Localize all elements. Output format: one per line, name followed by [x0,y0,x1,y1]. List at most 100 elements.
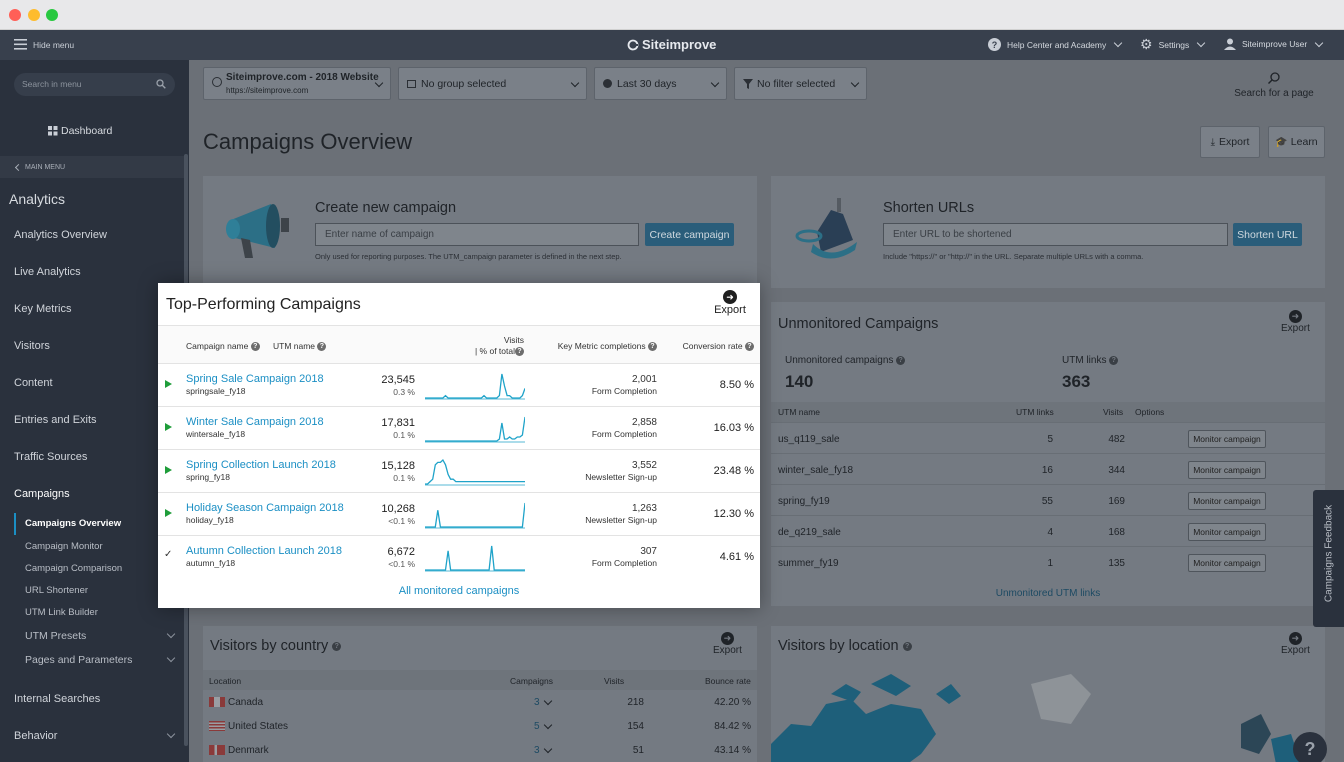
sidebar-subitem-campaign-monitor[interactable]: Campaign Monitor [25,541,103,552]
sidebar-search[interactable]: Search in menu [14,73,175,96]
help-icon[interactable]: ? [745,342,754,352]
world-map[interactable] [771,664,1325,762]
sidebar-item-content[interactable]: Content [14,377,53,389]
table-row[interactable]: Spring Sale Campaign 2018 springsale_fy18… [158,363,760,406]
user-menu[interactable]: Siteimprove User [1224,38,1324,50]
monitor-campaign-button[interactable]: Monitor campaign [1188,492,1266,510]
play-icon[interactable] [165,509,172,517]
sidebar-subitem-utm-link-builder[interactable]: UTM Link Builder [25,607,98,618]
help-center-menu[interactable]: ? Help Center and Academy [988,38,1123,51]
play-icon[interactable] [165,423,172,431]
unmonitored-utm-links-link[interactable]: Unmonitored UTM links [995,588,1101,599]
chevron-down-icon[interactable] [543,720,553,730]
country-table-header: Location Campaigns Visits Bounce rate [203,670,757,690]
conversion-rate: 8.50 % [719,379,754,391]
help-icon[interactable]: ? [317,342,327,352]
group-selector[interactable]: No group selected [398,67,587,100]
chevron-down-icon[interactable] [166,653,176,663]
all-monitored-campaigns-link[interactable]: All monitored campaigns [398,585,520,597]
visits-pct: 0.3 % [393,387,415,397]
help-icon[interactable]: ? [515,347,524,357]
top-campaigns-export-button[interactable]: ➜ Export [712,290,748,316]
utm-name: autumn_fy18 [186,558,236,568]
monitor-campaign-button[interactable]: Monitor campaign [1188,523,1266,541]
campaigns-count[interactable]: 3 [534,697,540,708]
visitors-by-country-card: Visitors by country ? ➜ Export Location … [203,626,757,762]
table-row[interactable]: ✓ Autumn Collection Launch 2018 autumn_fy1… [158,535,760,578]
main-menu-back[interactable]: MAIN MENU [0,156,184,178]
utm-visits: 344 [1108,465,1125,476]
hide-menu-button[interactable]: Hide menu [14,39,74,50]
chevron-down-icon[interactable] [543,696,553,706]
site-selector[interactable]: Siteimprove.com - 2018 Website https://s… [203,67,391,100]
help-icon[interactable]: ? [648,342,657,352]
visits-pct: <0.1 % [388,516,415,526]
help-icon[interactable]: ? [896,355,906,365]
utm-visits: 135 [1108,558,1125,569]
table-row[interactable]: Holiday Season Campaign 2018 holiday_fy18… [158,492,760,535]
location-export-button[interactable]: ➜ Export [1281,632,1310,656]
visits: 218 [627,697,644,708]
minimize-window-button[interactable] [28,9,40,21]
sidebar-subitem-campaign-comparison[interactable]: Campaign Comparison [25,563,123,574]
location-title: Visitors by location ? [778,638,912,654]
sidebar-search-input[interactable]: Search in menu [22,79,82,89]
table-row[interactable]: Winter Sale Campaign 2018 wintersale_fy18… [158,406,760,449]
sidebar-item-behavior[interactable]: Behavior [14,730,58,742]
learn-button[interactable]: 🎓 Learn [1268,126,1325,158]
monitor-campaign-button[interactable]: Monitor campaign [1188,430,1266,448]
help-icon[interactable]: ? [250,342,260,352]
sidebar-subitem-campaigns-overview[interactable]: Campaigns Overview [25,518,122,529]
help-chat-button[interactable]: ? [1293,732,1327,762]
brand-logo[interactable]: Siteimprove [627,37,716,52]
monitor-campaign-button[interactable]: Monitor campaign [1188,461,1266,479]
url-input[interactable]: Enter URL to be shortened [883,223,1228,246]
utm-visits: 482 [1108,434,1125,445]
visits: 154 [627,721,644,732]
sidebar-subitem-pages-parameters[interactable]: Pages and Parameters [25,654,133,666]
sidebar-item-key-metrics[interactable]: Key Metrics [14,303,72,315]
campaigns-count[interactable]: 3 [534,745,540,756]
chevron-down-icon[interactable] [543,744,553,754]
filter-selector[interactable]: No filter selected [734,67,867,100]
unmonitored-export-button[interactable]: ➜ Export [1281,310,1310,334]
campaigns-feedback-tab[interactable]: Campaigns Feedback [1313,490,1344,627]
sidebar-item-internal-searches[interactable]: Internal Searches [14,693,101,705]
export-page-button[interactable]: ⤓ Export [1200,126,1260,158]
campaign-name-link[interactable]: Holiday Season Campaign 2018 [186,502,344,514]
table-row: de_q219_sale 4 168 Monitor campaign [771,515,1325,546]
campaign-name-link[interactable]: Spring Collection Launch 2018 [186,459,336,471]
close-window-button[interactable] [9,9,21,21]
sidebar-item-analytics-overview[interactable]: Analytics Overview [14,229,107,241]
sidebar-subitem-utm-presets[interactable]: UTM Presets [25,630,87,642]
sidebar-item-traffic-sources[interactable]: Traffic Sources [14,451,88,463]
chevron-down-icon[interactable] [166,629,176,639]
help-icon[interactable]: ? [1109,355,1119,365]
dashboard-link[interactable]: Dashboard [48,125,112,137]
monitor-campaign-button[interactable]: Monitor campaign [1188,554,1266,572]
sidebar-subitem-url-shortener[interactable]: URL Shortener [25,585,89,596]
shorten-url-button[interactable]: Shorten URL [1233,223,1302,246]
sidebar-item-visitors[interactable]: Visitors [14,340,50,352]
period-selector[interactable]: Last 30 days [594,67,727,100]
campaigns-count[interactable]: 5 [534,721,540,732]
campaign-name-link[interactable]: Winter Sale Campaign 2018 [186,416,324,428]
chevron-down-icon[interactable] [166,729,176,739]
campaign-name-link[interactable]: Spring Sale Campaign 2018 [186,373,324,385]
help-icon[interactable]: ? [902,641,912,651]
create-campaign-button[interactable]: Create campaign [645,223,734,246]
table-row[interactable]: Spring Collection Launch 2018 spring_fy18… [158,449,760,492]
play-icon[interactable] [165,380,172,388]
campaign-name-link[interactable]: Autumn Collection Launch 2018 [186,545,342,557]
maximize-window-button[interactable] [46,9,58,21]
sidebar-item-campaigns[interactable]: Campaigns [14,488,70,500]
play-icon[interactable] [165,466,172,474]
check-icon[interactable]: ✓ [164,549,173,560]
sidebar-item-entries-exits[interactable]: Entries and Exits [14,414,97,426]
sidebar-item-live-analytics[interactable]: Live Analytics [14,266,81,278]
campaign-name-input[interactable]: Enter name of campaign [315,223,639,246]
country-export-button[interactable]: ➜ Export [713,632,742,656]
help-icon[interactable]: ? [332,641,342,651]
settings-menu[interactable]: ⚙ Settings [1140,37,1206,51]
search-page-button[interactable]: Search for a page [1229,72,1319,99]
